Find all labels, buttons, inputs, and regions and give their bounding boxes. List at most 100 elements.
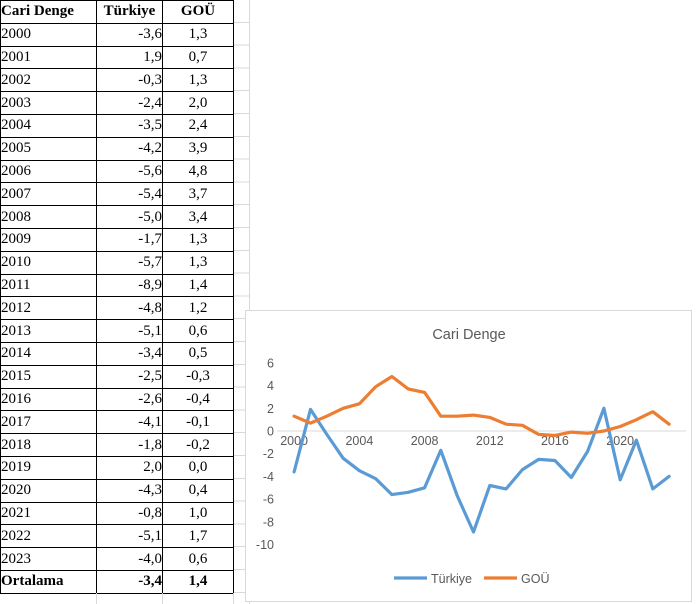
gou-value-cell[interactable]: 3,9 xyxy=(162,136,234,161)
gou-value-cell[interactable]: -0,3 xyxy=(162,364,234,389)
turkiye-value-cell[interactable]: -1,7 xyxy=(96,227,163,252)
turkiye-value-cell[interactable]: -5,6 xyxy=(96,159,163,184)
turkiye-value-cell[interactable]: -2,5 xyxy=(96,364,163,389)
gou-value-cell[interactable]: 1,7 xyxy=(162,524,234,549)
turkiye-value-cell[interactable]: -5,1 xyxy=(96,319,163,343)
x-tick-label: 2012 xyxy=(476,434,504,448)
turkiye-value-cell[interactable]: -2,6 xyxy=(96,387,163,412)
year-cell[interactable]: 2003 xyxy=(0,91,97,115)
gou-value-cell[interactable]: 2,0 xyxy=(162,91,234,115)
table-row: 2009 -1,7 1,3 xyxy=(0,227,234,252)
year-cell[interactable]: 2017 xyxy=(0,410,97,435)
year-cell[interactable]: 2005 xyxy=(0,136,97,161)
year-cell[interactable]: 2009 xyxy=(0,227,97,252)
gou-value-cell[interactable]: -0,1 xyxy=(162,410,234,435)
table-row: 2007 -5,4 3,7 xyxy=(0,182,234,207)
table-row: 2011 -8,9 1,4 xyxy=(0,273,234,298)
year-cell[interactable]: 2007 xyxy=(0,182,97,207)
year-cell[interactable]: 2013 xyxy=(0,319,97,343)
year-cell[interactable]: 2019 xyxy=(0,455,97,480)
gou-value-cell[interactable]: 1,3 xyxy=(162,227,234,252)
gou-value-cell[interactable]: 2,4 xyxy=(162,113,234,138)
gou-value-cell[interactable]: -0,2 xyxy=(162,433,234,457)
legend-item-gou[interactable]: GOÜ xyxy=(484,572,549,586)
turkiye-value-cell[interactable]: -8,9 xyxy=(96,273,163,298)
turkiye-value-cell[interactable]: 1,9 xyxy=(96,45,163,70)
year-cell[interactable]: 2002 xyxy=(0,68,97,93)
sheet-gridline-vertical xyxy=(249,0,250,604)
year-cell[interactable]: 2015 xyxy=(0,364,97,389)
year-cell[interactable]: 2011 xyxy=(0,273,97,298)
turkiye-value-cell[interactable]: -2,4 xyxy=(96,91,163,115)
header-cell-turkiye[interactable]: Türkiye xyxy=(96,0,163,24)
gou-value-cell[interactable]: 1,3 xyxy=(162,250,234,275)
year-cell[interactable]: 2001 xyxy=(0,45,97,70)
turkiye-value-cell[interactable]: -0,8 xyxy=(96,501,163,526)
year-cell[interactable]: 2020 xyxy=(0,478,97,503)
year-cell[interactable]: 2010 xyxy=(0,250,97,275)
table-row: 2000 -3,6 1,3 xyxy=(0,22,234,47)
turkiye-value-cell[interactable]: -1,8 xyxy=(96,433,163,457)
year-cell[interactable]: 2016 xyxy=(0,387,97,412)
turkiye-value-cell[interactable]: -5,0 xyxy=(96,205,163,229)
turkiye-value-cell[interactable]: -5,4 xyxy=(96,182,163,207)
year-cell[interactable]: 2022 xyxy=(0,524,97,549)
turkiye-value-cell[interactable]: -0,3 xyxy=(96,68,163,93)
year-cell[interactable]: 2008 xyxy=(0,205,97,229)
gou-value-cell[interactable]: 0,6 xyxy=(162,547,234,571)
turkiye-value-cell[interactable]: 2,0 xyxy=(96,455,163,480)
sheet-gridline-bottom-1 xyxy=(96,593,97,604)
y-tick-label: -4 xyxy=(263,470,274,484)
table-row: 2018 -1,8 -0,2 xyxy=(0,433,234,457)
turkiye-value-cell[interactable]: -3,4 xyxy=(96,341,163,366)
turkiye-value-cell[interactable]: -5,1 xyxy=(96,524,163,549)
turkiye-value-cell[interactable]: -3,4 xyxy=(96,569,163,594)
year-cell[interactable]: 2014 xyxy=(0,341,97,366)
turkiye-value-cell[interactable]: -3,5 xyxy=(96,113,163,138)
header-cell-label[interactable]: Cari Denge xyxy=(0,0,97,24)
y-tick-label: -8 xyxy=(263,515,274,529)
gou-value-cell[interactable]: 1,2 xyxy=(162,296,234,321)
year-cell[interactable]: Ortalama xyxy=(0,569,97,594)
turkiye-value-cell[interactable]: -3,6 xyxy=(96,22,163,47)
gou-value-cell[interactable]: 0,7 xyxy=(162,45,234,70)
year-cell[interactable]: 2000 xyxy=(0,22,97,47)
gou-value-cell[interactable]: 0,6 xyxy=(162,319,234,343)
turkiye-value-cell[interactable]: -4,3 xyxy=(96,478,163,503)
turkiye-value-cell[interactable]: -4,8 xyxy=(96,296,163,321)
legend-item-turkiye[interactable]: Türkiye xyxy=(394,572,472,586)
gou-value-cell[interactable]: -0,4 xyxy=(162,387,234,412)
gou-value-cell[interactable]: 1,4 xyxy=(162,273,234,298)
gou-value-cell[interactable]: 1,4 xyxy=(162,569,234,594)
gou-value-cell[interactable]: 3,4 xyxy=(162,205,234,229)
x-tick-label: 2008 xyxy=(411,434,439,448)
sheet-gridline-bottom-3 xyxy=(233,593,234,604)
gou-value-cell[interactable]: 3,7 xyxy=(162,182,234,207)
year-cell[interactable]: 2021 xyxy=(0,501,97,526)
year-cell[interactable]: 2018 xyxy=(0,433,97,457)
y-tick-label: 0 xyxy=(267,425,274,439)
gou-value-cell[interactable]: 1,3 xyxy=(162,22,234,47)
year-cell[interactable]: 2012 xyxy=(0,296,97,321)
legend-label-turkiye: Türkiye xyxy=(431,572,472,586)
gou-value-cell[interactable]: 1,0 xyxy=(162,501,234,526)
table-row: 2015 -2,5 -0,3 xyxy=(0,364,234,389)
x-tick-label: 2016 xyxy=(541,434,569,448)
turkiye-value-cell[interactable]: -4,0 xyxy=(96,547,163,571)
gou-value-cell[interactable]: 1,3 xyxy=(162,68,234,93)
turkiye-value-cell[interactable]: -4,1 xyxy=(96,410,163,435)
year-cell[interactable]: 2023 xyxy=(0,547,97,571)
turkiye-value-cell[interactable]: -4,2 xyxy=(96,136,163,161)
header-cell-gou[interactable]: GOÜ xyxy=(162,0,234,24)
table-row: 2013 -5,1 0,6 xyxy=(0,319,234,343)
cari-denge-chart[interactable]: Cari Denge 6 4 2 0 -2 -4 -6 -8 -10 2000 2004 2008 201… xyxy=(245,310,692,602)
gou-value-cell[interactable]: 4,8 xyxy=(162,159,234,184)
gou-value-cell[interactable]: 0,5 xyxy=(162,341,234,366)
year-cell[interactable]: 2004 xyxy=(0,113,97,138)
turkiye-value-cell[interactable]: -5,7 xyxy=(96,250,163,275)
table-row: 2012 -4,8 1,2 xyxy=(0,296,234,321)
series-line-gou xyxy=(292,374,671,438)
gou-value-cell[interactable]: 0,0 xyxy=(162,455,234,480)
gou-value-cell[interactable]: 0,4 xyxy=(162,478,234,503)
year-cell[interactable]: 2006 xyxy=(0,159,97,184)
